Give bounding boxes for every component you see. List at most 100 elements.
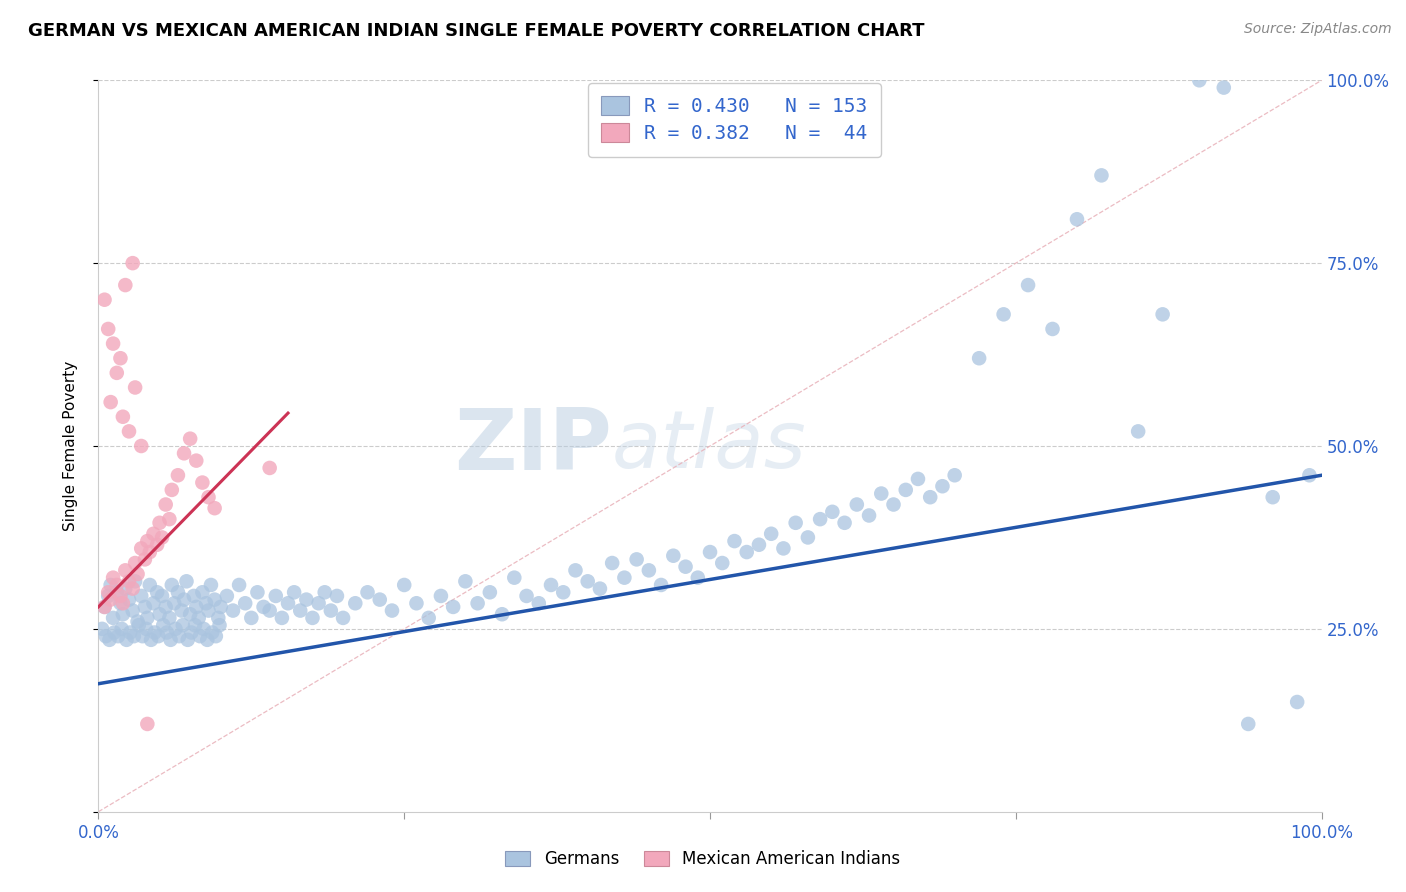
Point (173, 446, 195, 460)
Point (187, 611, 209, 625)
Point (626, 552, 648, 566)
Point (188, 629, 211, 643)
Point (748, 538, 770, 552)
Point (834, 516, 856, 530)
Point (129, 541, 152, 556)
Point (332, 611, 354, 625)
Point (326, 589, 349, 603)
Point (122, 629, 145, 643)
Point (576, 574, 599, 589)
Point (467, 596, 489, 610)
Point (208, 618, 231, 632)
Point (540, 578, 562, 592)
Point (173, 592, 195, 607)
Point (100, 395, 122, 409)
Point (675, 559, 697, 574)
Point (195, 596, 218, 610)
Point (114, 278, 136, 293)
Point (200, 578, 222, 592)
Point (93, 599, 115, 614)
Point (134, 552, 156, 566)
Point (491, 607, 513, 622)
Point (931, 479, 953, 493)
Point (204, 501, 226, 516)
Point (148, 629, 170, 643)
Point (105, 585, 128, 599)
Legend: R = 0.430   N = 153, R = 0.382   N =  44: R = 0.430 N = 153, R = 0.382 N = 44 (588, 83, 882, 157)
Point (821, 505, 844, 519)
Point (686, 571, 709, 585)
Point (356, 585, 378, 599)
Point (100, 592, 122, 607)
Text: ZIP: ZIP (454, 404, 612, 488)
Point (264, 589, 287, 603)
Point (1212, 80, 1234, 95)
Point (167, 629, 190, 643)
Point (157, 512, 180, 526)
Point (105, 578, 128, 592)
Point (127, 567, 149, 582)
Point (290, 603, 312, 617)
Point (233, 596, 256, 610)
Point (121, 256, 143, 270)
Point (785, 516, 807, 530)
Point (129, 589, 152, 603)
Point (907, 472, 929, 486)
Point (207, 611, 229, 625)
Point (870, 486, 893, 500)
Point (142, 526, 165, 541)
Point (159, 632, 181, 647)
Point (120, 625, 142, 640)
Point (314, 585, 336, 599)
Point (124, 556, 146, 570)
Point (165, 622, 187, 636)
Point (270, 611, 294, 625)
Point (392, 578, 416, 592)
Point (139, 545, 162, 559)
Point (97, 589, 120, 603)
Point (179, 607, 201, 622)
Point (228, 578, 250, 592)
Point (129, 439, 152, 453)
Point (761, 526, 783, 541)
Point (441, 599, 464, 614)
Point (110, 596, 132, 610)
Point (418, 611, 440, 625)
Point (111, 622, 134, 636)
Point (197, 603, 219, 617)
Point (205, 629, 228, 643)
Point (124, 380, 146, 394)
Point (101, 336, 124, 351)
Point (163, 596, 186, 610)
Point (259, 603, 281, 617)
Point (920, 490, 942, 504)
Point (454, 574, 477, 589)
Point (157, 611, 180, 625)
Point (197, 490, 219, 504)
Point (723, 534, 745, 549)
Point (183, 589, 205, 603)
Point (201, 625, 224, 640)
Point (131, 629, 153, 643)
Point (136, 611, 159, 625)
Point (160, 483, 183, 497)
Point (142, 596, 165, 610)
Point (114, 582, 136, 596)
Point (143, 625, 166, 640)
Point (503, 571, 526, 585)
Point (967, 351, 990, 366)
Point (107, 629, 129, 643)
Point (114, 563, 136, 577)
Point (118, 425, 141, 439)
Point (167, 585, 190, 599)
Point (1298, 468, 1320, 483)
Point (103, 625, 125, 640)
Point (344, 596, 367, 610)
Point (993, 307, 1015, 321)
Point (177, 632, 200, 647)
Point (277, 596, 299, 610)
Point (150, 589, 173, 603)
Point (180, 625, 202, 640)
Point (515, 589, 537, 603)
Point (155, 498, 177, 512)
